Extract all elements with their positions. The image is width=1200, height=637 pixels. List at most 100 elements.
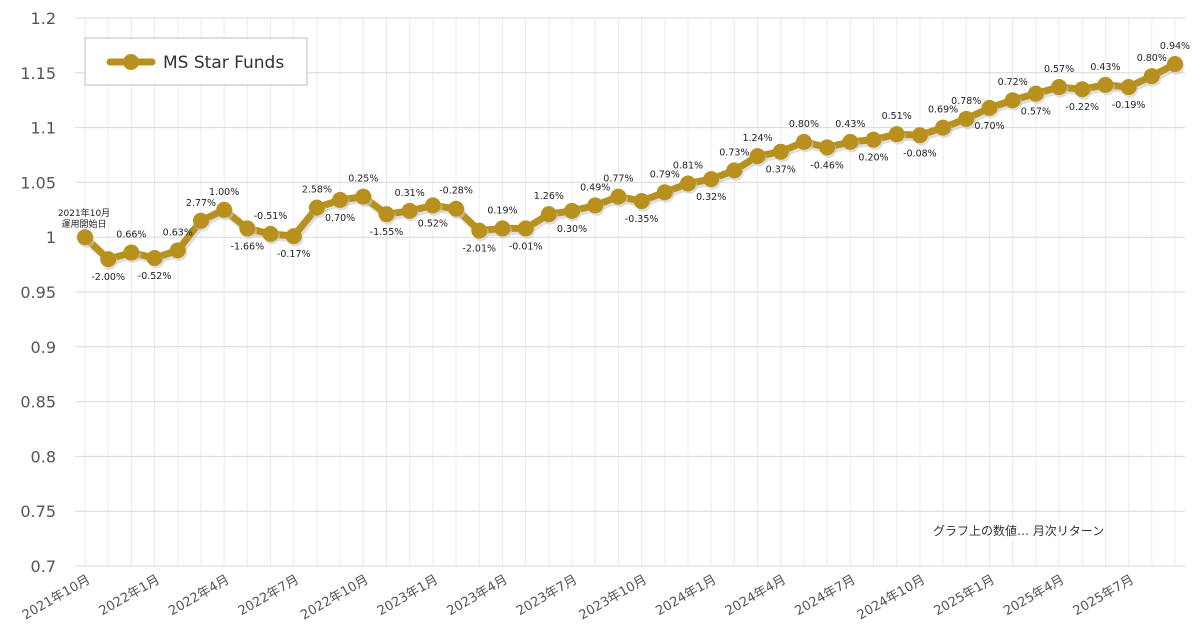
data-label: 1.26% xyxy=(534,191,564,202)
data-point xyxy=(1004,92,1021,109)
data-point xyxy=(332,191,349,208)
data-label: 0.30% xyxy=(557,224,587,235)
data-label: 0.73% xyxy=(719,147,749,158)
data-point xyxy=(494,220,511,237)
start-note-line1: 2021年10月 xyxy=(58,207,110,219)
legend-label: MS Star Funds xyxy=(163,53,284,73)
data-label: 0.51% xyxy=(882,111,912,122)
legend: MS Star Funds xyxy=(84,37,308,86)
data-point xyxy=(888,126,905,143)
legend-marker xyxy=(123,54,139,70)
footnote: グラフ上の数値… 月次リターン xyxy=(933,523,1104,538)
data-label: 0.79% xyxy=(650,169,680,180)
data-label: 0.77% xyxy=(603,174,633,185)
data-point xyxy=(587,197,604,214)
data-label: 0.32% xyxy=(696,192,726,203)
data-point xyxy=(262,225,279,242)
data-point xyxy=(656,184,673,201)
data-point xyxy=(216,201,233,218)
data-point xyxy=(1074,81,1091,98)
data-label: 0.43% xyxy=(835,119,865,130)
x-tick-label: 2021年10月 xyxy=(20,572,93,623)
data-point xyxy=(471,222,488,239)
data-point xyxy=(679,175,696,192)
data-label: 0.31% xyxy=(395,188,425,199)
data-point xyxy=(517,220,534,237)
data-point xyxy=(564,202,581,219)
y-tick-label: 1.05 xyxy=(20,173,56,192)
data-label: 0.80% xyxy=(789,119,819,130)
x-tick-label: 2022年7月 xyxy=(236,572,302,619)
y-tick-label: 0.85 xyxy=(20,393,56,412)
data-label: 1.00% xyxy=(209,187,239,198)
data-label: -0.19% xyxy=(1112,100,1146,111)
data-point xyxy=(123,244,140,261)
x-tick-label: 2025年1月 xyxy=(932,572,998,619)
data-point xyxy=(285,228,302,245)
data-point xyxy=(1167,56,1183,73)
data-point xyxy=(1051,79,1068,96)
data-label: -1.66% xyxy=(231,241,265,252)
x-tick-label: 2023年1月 xyxy=(375,572,441,619)
data-label: -0.22% xyxy=(1065,102,1099,113)
y-tick-label: 0.8 xyxy=(31,447,56,466)
data-label: -0.35% xyxy=(625,214,659,225)
data-point xyxy=(239,220,256,237)
data-point xyxy=(772,143,789,160)
data-label: -0.01% xyxy=(509,241,543,252)
data-point xyxy=(633,193,650,210)
x-tick-label: 2022年4月 xyxy=(166,572,232,619)
data-label: -0.46% xyxy=(810,160,844,171)
data-label: 0.66% xyxy=(116,230,146,241)
data-label: 0.72% xyxy=(998,77,1028,88)
y-axis: 1.2 1.15 1.1 1.05 1 0.95 0.9 0.85 0.8 0.75 0.7 xyxy=(20,9,56,576)
data-point xyxy=(935,119,952,136)
data-label: 0.49% xyxy=(580,182,610,193)
data-point xyxy=(1143,68,1160,85)
data-point xyxy=(1120,79,1137,96)
data-point xyxy=(77,229,93,246)
data-label: -1.55% xyxy=(370,227,404,238)
data-label: 2.77% xyxy=(186,198,216,209)
data-point xyxy=(540,206,557,223)
data-point xyxy=(795,133,812,150)
x-tick-label: 2024年1月 xyxy=(653,572,719,619)
data-point xyxy=(726,162,743,179)
grid-lines xyxy=(75,17,1185,567)
y-tick-label: 1.15 xyxy=(20,64,56,83)
x-tick-label: 2025年7月 xyxy=(1071,572,1137,619)
data-label: -2.00% xyxy=(91,272,125,283)
data-label: 0.80% xyxy=(1137,53,1167,64)
data-point xyxy=(378,206,395,223)
x-tick-label: 2022年10月 xyxy=(298,572,371,623)
data-point xyxy=(610,188,627,205)
data-point xyxy=(842,133,859,150)
data-label: 0.81% xyxy=(673,160,703,171)
data-label: -2.01% xyxy=(462,244,496,255)
data-point xyxy=(958,110,975,127)
data-label: -0.52% xyxy=(138,271,172,282)
x-tick-label: 2023年7月 xyxy=(514,572,580,619)
data-point xyxy=(981,99,998,116)
data-point xyxy=(911,127,928,144)
data-point xyxy=(100,251,117,268)
start-note-line2: 運用開始日 xyxy=(61,218,106,230)
x-tick-label: 2024年4月 xyxy=(723,572,789,619)
data-label: 0.78% xyxy=(951,96,981,107)
data-label: 0.20% xyxy=(858,153,888,164)
data-label: 0.69% xyxy=(928,105,958,116)
data-point xyxy=(448,200,465,217)
data-point xyxy=(1027,85,1044,102)
data-label: 0.52% xyxy=(418,218,448,229)
data-points xyxy=(77,56,1185,270)
data-point xyxy=(192,212,209,229)
x-tick-label: 2024年10月 xyxy=(855,572,928,623)
data-label: 0.94% xyxy=(1160,41,1190,52)
x-tick-label: 2023年10月 xyxy=(577,572,650,623)
data-point xyxy=(1097,76,1114,93)
x-tick-label: 2024年7月 xyxy=(792,572,858,619)
y-tick-label: 0.95 xyxy=(20,283,56,302)
data-label: 0.63% xyxy=(163,227,193,238)
y-tick-label: 1 xyxy=(46,228,56,247)
